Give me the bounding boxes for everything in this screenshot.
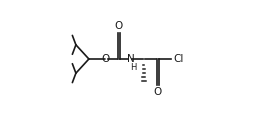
Text: N: N: [127, 54, 135, 64]
Text: O: O: [153, 87, 162, 97]
Text: O: O: [114, 21, 123, 31]
Text: Cl: Cl: [174, 54, 184, 64]
Text: H: H: [130, 63, 136, 72]
Text: O: O: [102, 54, 110, 64]
